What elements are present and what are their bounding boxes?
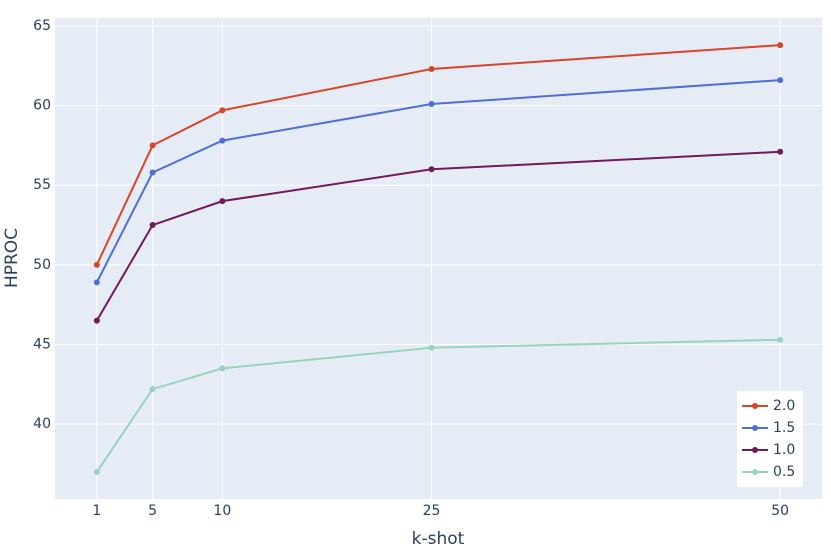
- data-point: [777, 77, 784, 84]
- x-tick-label: 25: [423, 503, 441, 519]
- y-tick-label: 55: [33, 177, 51, 193]
- data-point: [93, 317, 100, 324]
- legend-marker: [752, 425, 758, 431]
- x-tick-label: 50: [771, 503, 789, 519]
- data-point: [149, 142, 156, 149]
- data-point: [93, 261, 100, 268]
- data-point: [428, 65, 435, 72]
- legend-marker: [752, 403, 758, 409]
- legend-label: 1.0: [773, 442, 795, 458]
- data-point: [219, 365, 226, 372]
- x-tick-label: 1: [92, 503, 101, 519]
- data-point: [149, 386, 156, 393]
- x-tick-label: 10: [213, 503, 231, 519]
- data-point: [428, 166, 435, 173]
- data-point: [93, 468, 100, 475]
- y-tick-label: 45: [33, 337, 51, 353]
- y-tick-label: 40: [33, 416, 51, 432]
- data-point: [777, 42, 784, 49]
- data-point: [777, 336, 784, 343]
- data-point: [777, 148, 784, 155]
- y-tick-label: 50: [33, 257, 51, 273]
- lines: [93, 42, 784, 475]
- data-point: [219, 198, 226, 205]
- legend-marker: [752, 447, 758, 453]
- legend-marker: [752, 469, 758, 475]
- y-axis-title: HPROC: [2, 228, 22, 288]
- data-point: [428, 101, 435, 108]
- data-point: [219, 107, 226, 114]
- y-tick-label: 60: [33, 98, 51, 114]
- x-axis-title: k-shot: [412, 529, 465, 549]
- grid: [55, 18, 822, 499]
- legend-label: 0.5: [773, 464, 795, 480]
- data-point: [149, 169, 156, 176]
- y-tick-label: 65: [33, 18, 51, 34]
- data-point: [149, 222, 156, 229]
- data-point: [428, 344, 435, 351]
- x-tick-label: 5: [148, 503, 157, 519]
- plot-area: [55, 18, 822, 499]
- data-point: [219, 137, 226, 144]
- legend-label: 2.0: [773, 398, 795, 414]
- legend: 2.0 1.5 1.0 0.5: [737, 391, 803, 487]
- data-point: [93, 279, 100, 286]
- legend-label: 1.5: [773, 420, 795, 436]
